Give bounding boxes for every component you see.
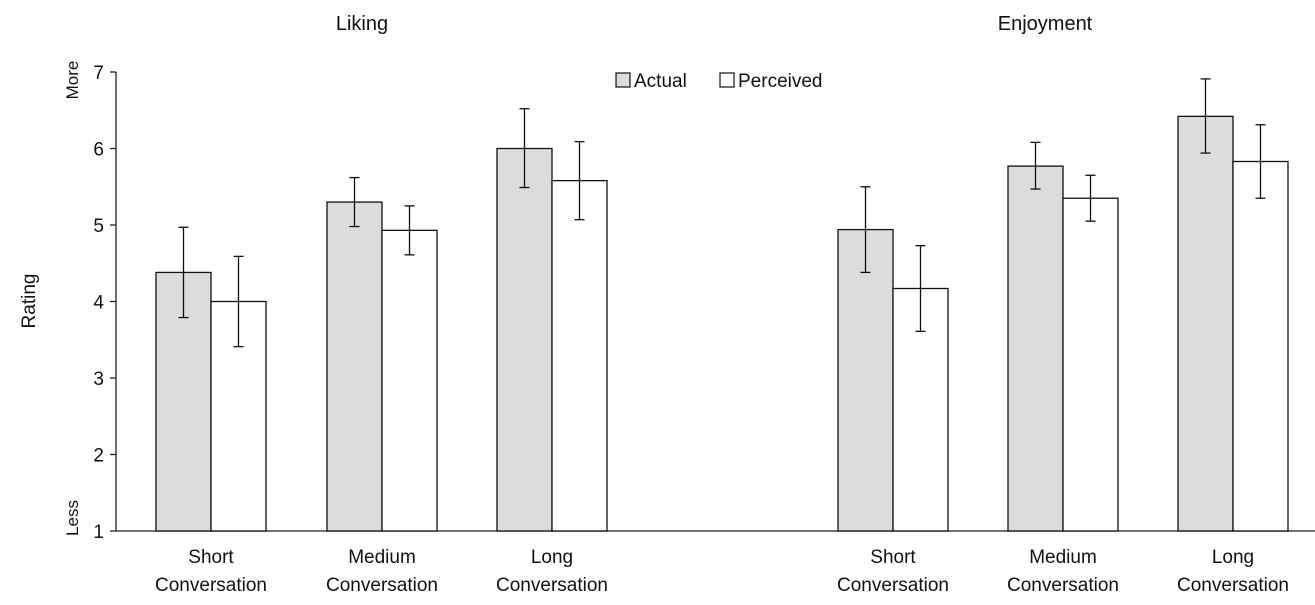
legend-swatch-perceived [719, 72, 735, 88]
x-tick-label-liking-1: Medium Conversation [326, 547, 438, 596]
x-tick-label-line: Conversation [837, 575, 949, 596]
axes: 1 2 3 4 5 6 7 [93, 63, 1315, 543]
y-tick-label-2: 2 [93, 446, 104, 467]
y-tick-label-3: 3 [93, 369, 104, 390]
panel-title-enjoyment: Enjoyment [998, 13, 1093, 35]
y-tick-label-7: 7 [93, 63, 104, 84]
x-tick-label-line: Conversation [496, 575, 608, 596]
x-tick-label-enjoyment-1: Medium Conversation [1007, 547, 1119, 596]
bar-liking-2-actual [496, 147, 553, 532]
legend-label-actual: Actual [634, 71, 687, 92]
x-tick-label-line: Long [531, 547, 573, 568]
y-tick-label-4: 4 [93, 293, 104, 314]
x-tick-label-line: Conversation [1007, 575, 1119, 596]
y-anchor-less: Less [63, 500, 82, 536]
bar-liking-1-perceived [381, 229, 438, 532]
bar-enjoyment-1-perceived [1062, 197, 1119, 532]
legend-label-perceived: Perceived [738, 71, 823, 92]
bar-enjoyment-0-actual [837, 228, 894, 532]
panel-title-liking: Liking [336, 13, 388, 35]
y-tick-label-5: 5 [93, 216, 104, 237]
x-tick-label-line: Short [188, 547, 234, 568]
x-tick-label-enjoyment-0: Short Conversation [837, 547, 949, 596]
x-tick-label-line: Conversation [1177, 575, 1289, 596]
y-anchor-more: More [63, 61, 82, 100]
bar-liking-1-actual [326, 201, 383, 532]
labels: Liking Enjoyment Rating More Less Actual… [19, 13, 1093, 536]
x-tick-label-liking-0: Short Conversation [155, 547, 267, 596]
bar-enjoyment-2-actual [1177, 115, 1234, 532]
x-tick-label-line: Long [1212, 547, 1254, 568]
x-tick-label-line: Conversation [155, 575, 267, 596]
y-tick-label-6: 6 [93, 140, 104, 161]
bar-enjoyment-1-actual [1007, 165, 1064, 532]
y-axis-label: Rating [19, 274, 40, 329]
x-tick-label-liking-2: Long Conversation [496, 547, 608, 596]
x-tick-label-line: Conversation [326, 575, 438, 596]
x-tick-label-line: Medium [1029, 547, 1097, 568]
bar-liking-2-perceived [551, 179, 608, 532]
x-tick-label-enjoyment-2: Long Conversation [1177, 547, 1289, 596]
x-tick-label-line: Short [870, 547, 916, 568]
x-tick-label-line: Medium [348, 547, 416, 568]
bar-enjoyment-2-perceived [1232, 160, 1289, 532]
legend-swatch-actual [615, 72, 631, 88]
y-tick-label-1: 1 [93, 522, 104, 543]
bars: Short Conversation Medium Conversation Long C… [155, 78, 1289, 596]
